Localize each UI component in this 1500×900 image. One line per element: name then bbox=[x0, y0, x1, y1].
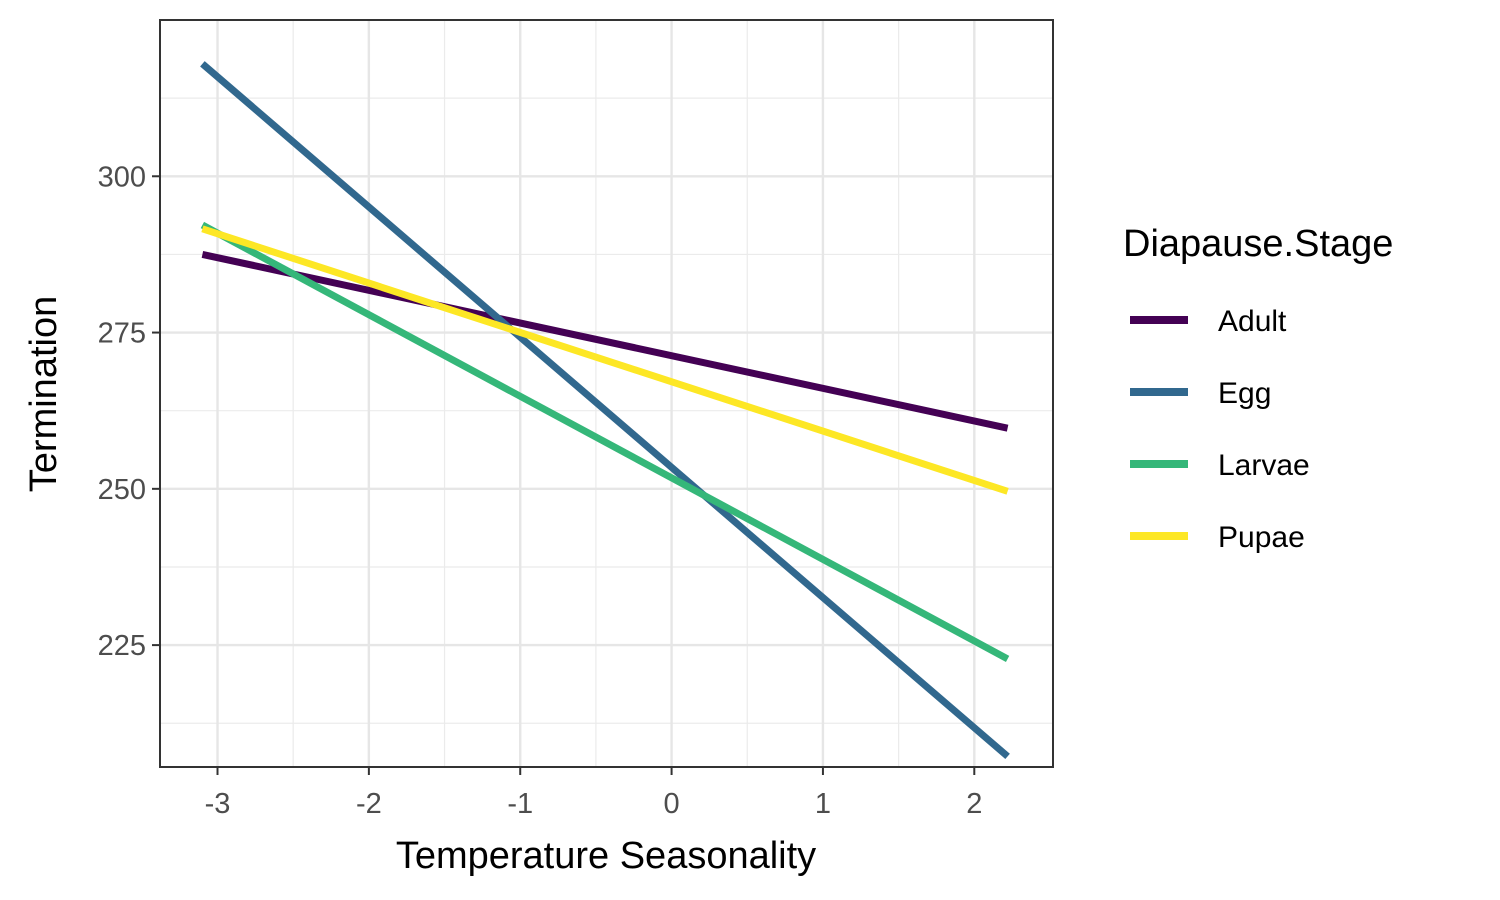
y-tick-label: 275 bbox=[98, 318, 146, 350]
y-axis: 225 250 275 300 bbox=[98, 161, 160, 662]
legend-label-pupae: Pupae bbox=[1218, 521, 1305, 554]
y-axis-title: Termination bbox=[23, 296, 65, 492]
legend-label-larvae: Larvae bbox=[1218, 449, 1310, 482]
series-line-pupae bbox=[201, 225, 1009, 495]
x-axis-title: Temperature Seasonality bbox=[396, 835, 816, 877]
plot-panel-border bbox=[159, 19, 1054, 768]
plot-background bbox=[160, 20, 1053, 767]
x-tick-label: -1 bbox=[507, 788, 533, 820]
legend-title: Diapause.Stage bbox=[1123, 223, 1393, 265]
legend: Diapause.Stage Adult Egg Larvae Pupae bbox=[1123, 223, 1393, 554]
legend-items: Adult Egg Larvae Pupae bbox=[1130, 305, 1310, 554]
x-tick-label: 1 bbox=[815, 788, 831, 820]
legend-label-egg: Egg bbox=[1218, 377, 1271, 410]
x-tick-label: -2 bbox=[356, 788, 382, 820]
series-line-egg bbox=[200, 61, 1010, 760]
x-tick-label: 2 bbox=[966, 788, 982, 820]
y-tick-label: 250 bbox=[98, 474, 146, 506]
series-lines bbox=[200, 61, 1010, 760]
y-tick-label: 300 bbox=[98, 161, 146, 193]
x-tick-label: 0 bbox=[664, 788, 680, 820]
y-tick-label: 225 bbox=[98, 630, 146, 662]
series-line-adult bbox=[201, 250, 1009, 432]
series-line-larvae bbox=[200, 221, 1010, 662]
x-tick-label: -3 bbox=[205, 788, 231, 820]
minor-gridlines bbox=[160, 20, 1053, 767]
x-axis: -3 -2 -1 0 1 2 bbox=[205, 767, 982, 820]
legend-label-adult: Adult bbox=[1218, 305, 1287, 338]
